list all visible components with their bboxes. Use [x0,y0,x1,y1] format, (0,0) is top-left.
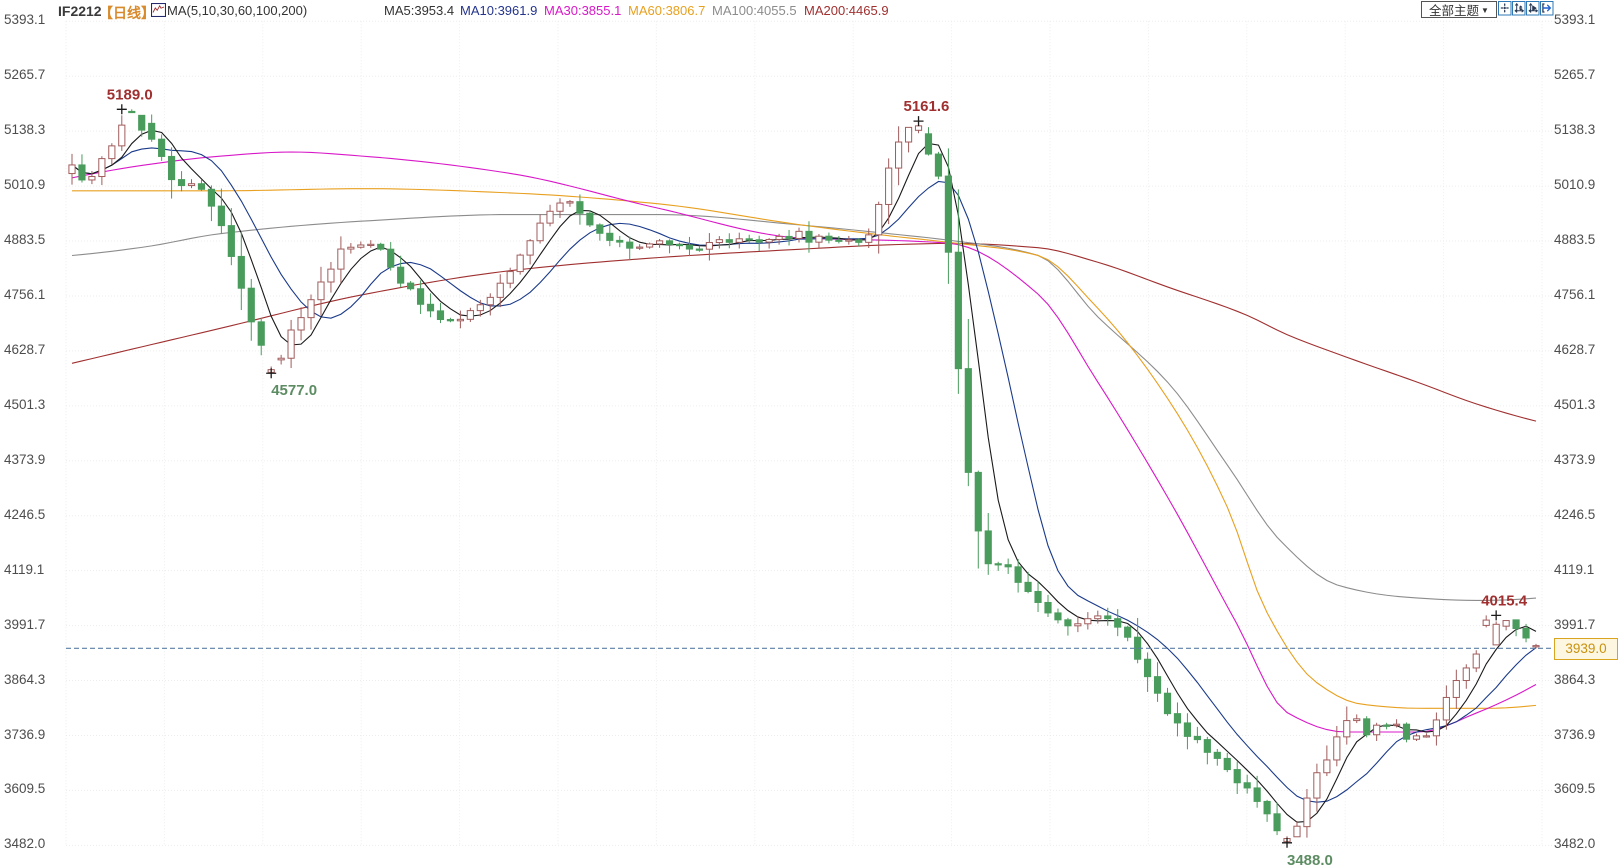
svg-text:4577.0: 4577.0 [271,382,317,399]
svg-text:3488.0: 3488.0 [1287,852,1333,868]
svg-text:5189.0: 5189.0 [107,86,153,103]
svg-text:5161.6: 5161.6 [904,98,950,115]
svg-text:4015.4: 4015.4 [1481,592,1528,609]
